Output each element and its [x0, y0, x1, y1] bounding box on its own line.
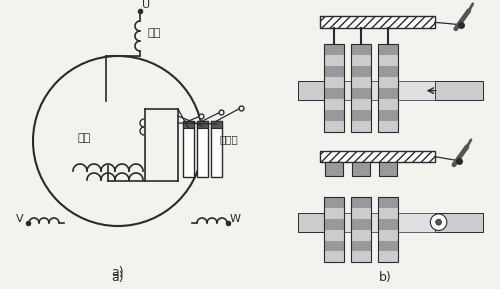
Bar: [320, 16, 435, 28]
Bar: [324, 208, 344, 219]
Bar: [350, 44, 371, 55]
Bar: [350, 121, 371, 132]
Text: a): a): [112, 271, 124, 284]
Bar: [324, 55, 344, 66]
Bar: [378, 121, 398, 132]
Bar: [378, 162, 397, 176]
Text: 转子: 转子: [78, 133, 91, 143]
Bar: [378, 99, 398, 110]
Bar: [324, 44, 344, 55]
Bar: [324, 81, 435, 100]
Bar: [324, 241, 344, 251]
Bar: [324, 197, 344, 262]
Bar: [350, 77, 371, 88]
Bar: [324, 251, 344, 262]
Bar: [350, 44, 371, 132]
Bar: [197, 121, 208, 128]
Bar: [350, 197, 371, 208]
Bar: [378, 44, 398, 55]
Circle shape: [430, 214, 447, 230]
Bar: [350, 241, 371, 251]
Text: a): a): [112, 266, 124, 279]
Bar: [378, 197, 398, 262]
Bar: [324, 197, 344, 208]
Bar: [324, 219, 344, 230]
Bar: [378, 197, 398, 208]
Text: W: W: [230, 214, 241, 224]
Text: V: V: [16, 214, 24, 224]
Circle shape: [436, 219, 442, 225]
Bar: [352, 162, 370, 176]
Bar: [211, 121, 222, 177]
Bar: [378, 55, 398, 66]
Bar: [324, 66, 344, 77]
Bar: [350, 55, 371, 66]
Bar: [324, 230, 344, 241]
Bar: [320, 151, 435, 162]
Bar: [183, 121, 194, 177]
Bar: [350, 99, 371, 110]
Bar: [350, 88, 371, 99]
Bar: [435, 81, 483, 100]
Bar: [324, 44, 344, 132]
Bar: [324, 77, 344, 88]
Bar: [350, 197, 371, 262]
Bar: [350, 219, 371, 230]
Bar: [378, 208, 398, 219]
Bar: [350, 251, 371, 262]
Bar: [298, 213, 324, 231]
Bar: [378, 251, 398, 262]
Text: 定子: 定子: [148, 28, 161, 38]
Bar: [183, 121, 194, 128]
Text: b): b): [378, 271, 392, 284]
Bar: [324, 99, 344, 110]
Bar: [325, 162, 343, 176]
Bar: [378, 230, 398, 241]
Bar: [378, 44, 398, 132]
Bar: [350, 208, 371, 219]
Bar: [211, 121, 222, 128]
Bar: [350, 110, 371, 121]
Bar: [435, 213, 483, 231]
Bar: [350, 66, 371, 77]
Bar: [298, 81, 324, 100]
Bar: [378, 66, 398, 77]
Bar: [378, 77, 398, 88]
Bar: [197, 121, 208, 177]
Bar: [378, 88, 398, 99]
Bar: [324, 121, 344, 132]
Text: U: U: [142, 0, 150, 10]
Bar: [324, 110, 344, 121]
Bar: [350, 230, 371, 241]
Bar: [324, 213, 435, 231]
Text: 集电环: 集电环: [220, 134, 239, 144]
Bar: [378, 110, 398, 121]
Bar: [378, 219, 398, 230]
Bar: [378, 241, 398, 251]
Bar: [324, 88, 344, 99]
